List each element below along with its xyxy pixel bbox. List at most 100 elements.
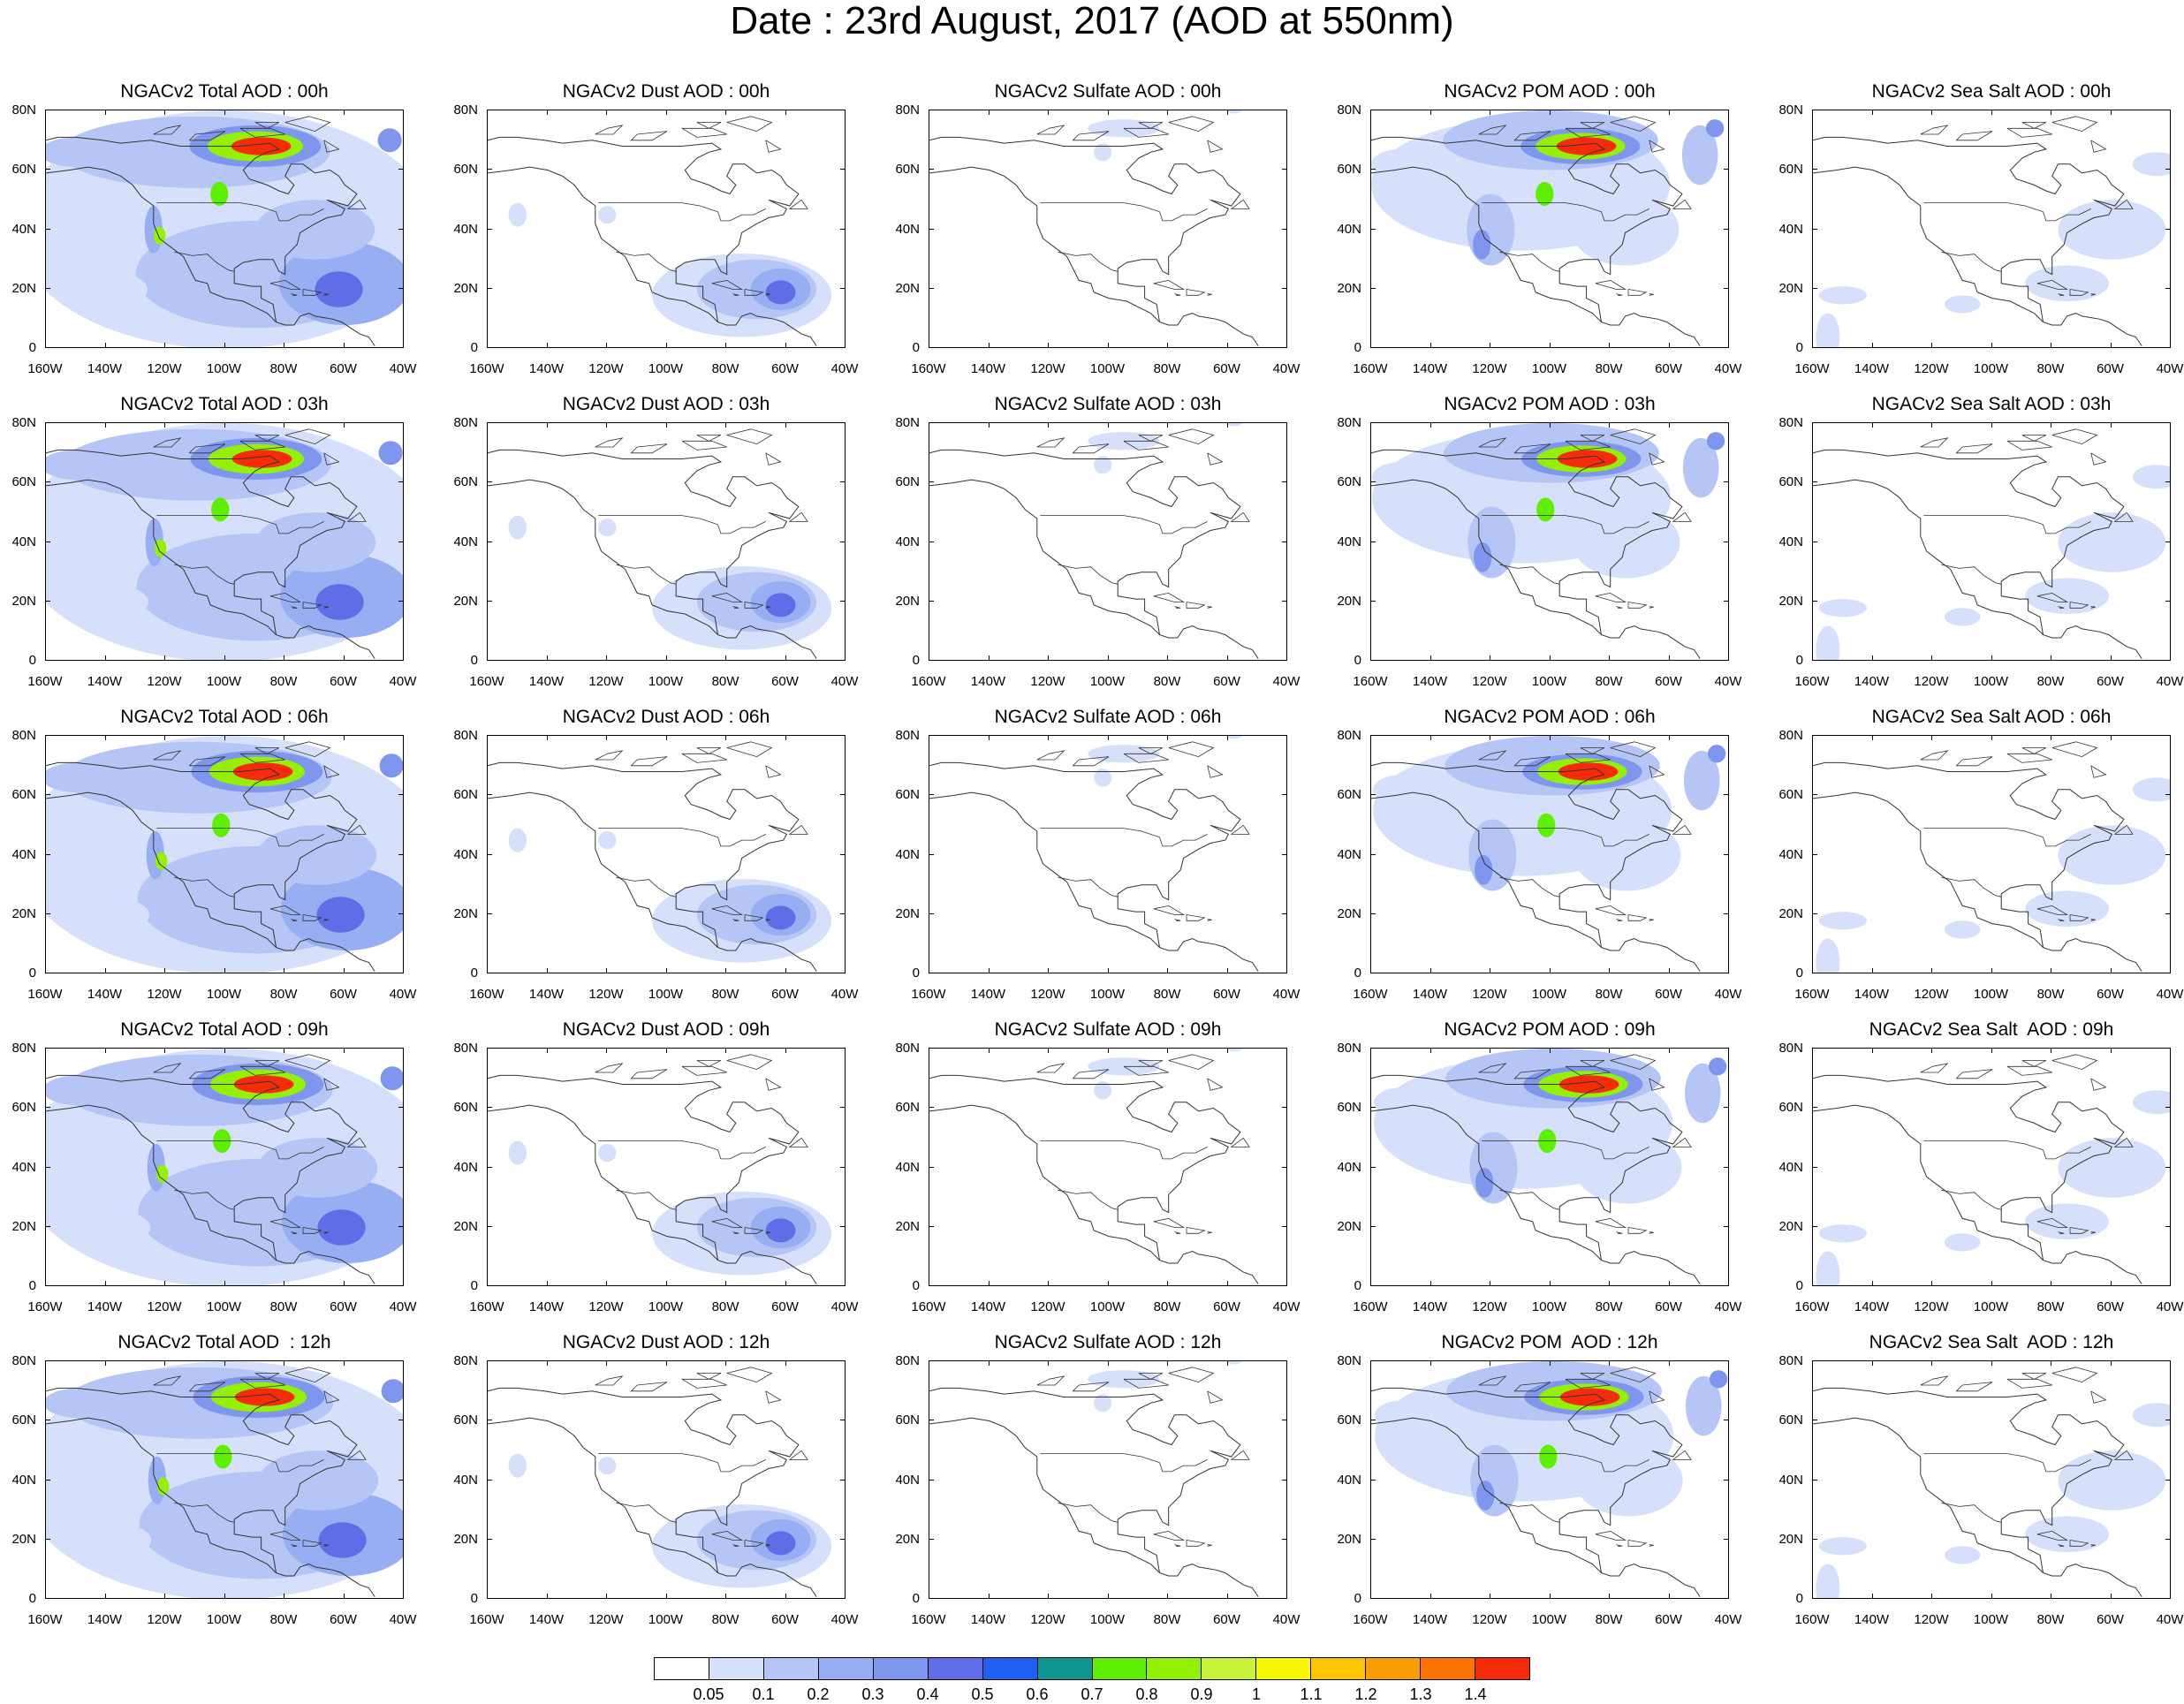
y-tick-mark bbox=[2165, 735, 2171, 736]
island-outline bbox=[1230, 511, 1250, 522]
aod-field-patch bbox=[1467, 193, 1515, 266]
aod-field-patch bbox=[155, 852, 168, 870]
y-tick-label: 80N bbox=[11, 102, 36, 117]
x-tick-mark bbox=[1370, 735, 1371, 740]
x-tick-mark bbox=[1048, 1048, 1049, 1053]
y-tick-label: 0 bbox=[1795, 653, 1803, 668]
y-tick-label: 0 bbox=[470, 966, 478, 981]
aod-field-patch bbox=[318, 1522, 367, 1558]
aod-field-patch bbox=[377, 128, 402, 153]
y-tick-label: 80N bbox=[453, 415, 478, 430]
x-tick-label: 140W bbox=[1412, 987, 1448, 1002]
y-tick-mark bbox=[1370, 1538, 1376, 1540]
island-outline bbox=[1595, 905, 1627, 915]
x-tick-mark bbox=[1226, 1048, 1228, 1053]
x-tick-label: 40W bbox=[1272, 987, 1301, 1002]
aod-field-patch bbox=[1225, 1049, 1244, 1052]
island-outline bbox=[2113, 824, 2134, 835]
y-tick-label: 20N bbox=[895, 1218, 920, 1234]
country-border bbox=[1941, 564, 2002, 585]
island-outline bbox=[302, 914, 322, 921]
y-tick-label: 20N bbox=[11, 593, 36, 609]
x-tick-mark bbox=[1370, 968, 1371, 973]
x-tick-mark bbox=[1812, 655, 1813, 661]
country-border bbox=[174, 564, 235, 585]
x-tick-label: 60W bbox=[330, 361, 357, 376]
island-outline bbox=[1580, 1373, 1605, 1380]
island-outline bbox=[681, 753, 727, 763]
panel-title: NGACv2 Dust AOD : 09h bbox=[562, 1019, 770, 1040]
x-tick-mark bbox=[1991, 735, 1992, 740]
x-tick-label: 140W bbox=[1854, 1612, 1890, 1627]
aod-field-patch bbox=[1537, 813, 1556, 837]
x-tick-label: 60W bbox=[2097, 1299, 2124, 1314]
country-border bbox=[174, 1502, 235, 1523]
y-tick-mark bbox=[45, 1479, 50, 1481]
x-tick-label: 60W bbox=[771, 674, 799, 689]
x-tick-mark bbox=[1931, 422, 1932, 428]
x-tick-label: 100W bbox=[206, 1612, 242, 1627]
y-tick-label: 60N bbox=[453, 474, 478, 490]
x-tick-mark bbox=[343, 968, 345, 973]
y-tick-mark bbox=[487, 541, 492, 542]
x-tick-label: 60W bbox=[1655, 1299, 1682, 1314]
y-tick-mark bbox=[929, 422, 934, 423]
y-tick-mark bbox=[1282, 422, 1287, 423]
island-outline bbox=[2090, 919, 2096, 921]
map-svg bbox=[1371, 110, 1725, 346]
x-tick-mark bbox=[343, 110, 345, 115]
x-tick-mark bbox=[1549, 1048, 1551, 1053]
y-tick-mark bbox=[487, 1166, 492, 1168]
y-tick-mark bbox=[2165, 1225, 2171, 1227]
y-tick-mark bbox=[1282, 228, 1287, 230]
y-tick-mark bbox=[1282, 1166, 1287, 1168]
y-tick-mark bbox=[1812, 1360, 1817, 1361]
aod-field-patch bbox=[1094, 1081, 1112, 1100]
y-tick-mark bbox=[1282, 1048, 1287, 1049]
island-outline bbox=[630, 1382, 668, 1392]
y-tick-mark bbox=[840, 1166, 846, 1168]
x-tick-mark bbox=[1286, 968, 1287, 973]
y-tick-mark bbox=[1724, 1360, 1729, 1361]
aod-field-patch bbox=[233, 1075, 294, 1094]
y-tick-label: 0 bbox=[1354, 1278, 1361, 1293]
colorbar-label: 0.6 bbox=[1026, 1685, 1049, 1703]
y-tick-mark bbox=[1812, 735, 1817, 736]
island-outline bbox=[2036, 592, 2069, 602]
y-tick-mark bbox=[1282, 1360, 1287, 1361]
map-panel: NGACv2 Sulfate AOD : 06h 80N 60N 40N 20N 0 160… bbox=[886, 703, 1328, 1003]
x-tick-mark bbox=[1107, 968, 1109, 973]
y-tick-label: 40N bbox=[1778, 1472, 1803, 1488]
aod-field-patch bbox=[1225, 110, 1244, 114]
aod-field-patch bbox=[1574, 1444, 1683, 1517]
aod-field-patch bbox=[1476, 1481, 1495, 1511]
x-tick-mark bbox=[1286, 110, 1287, 115]
coastline bbox=[1371, 1387, 1683, 1573]
x-tick-mark bbox=[1107, 343, 1109, 348]
island-outline bbox=[630, 1069, 668, 1079]
x-tick-label: 80W bbox=[711, 1612, 739, 1627]
x-tick-label: 60W bbox=[1213, 1612, 1240, 1627]
x-tick-mark bbox=[1226, 735, 1228, 740]
y-tick-label: 40N bbox=[453, 534, 478, 549]
coastline bbox=[1371, 166, 1701, 346]
colorbar-label: 0.8 bbox=[1135, 1685, 1158, 1703]
x-tick-mark bbox=[1812, 343, 1813, 348]
x-tick-mark bbox=[224, 968, 225, 973]
island-outline bbox=[1174, 293, 1181, 296]
coastline bbox=[46, 761, 358, 948]
panel-title: NGACv2 Sulfate AOD : 12h bbox=[994, 1332, 1222, 1352]
colorbar-swatch bbox=[982, 1658, 1038, 1679]
x-tick-mark bbox=[2170, 1281, 2171, 1286]
aod-field-patch bbox=[214, 1444, 232, 1469]
x-tick-mark bbox=[988, 422, 990, 428]
island-outline bbox=[788, 1137, 808, 1147]
island-outline bbox=[1123, 127, 1169, 138]
aod-field-patch bbox=[1225, 736, 1244, 739]
x-tick-mark bbox=[164, 1281, 165, 1286]
y-tick-label: 0 bbox=[1354, 340, 1361, 355]
x-tick-mark bbox=[1931, 968, 1932, 973]
x-tick-label: 120W bbox=[588, 987, 624, 1002]
y-tick-mark bbox=[398, 287, 404, 289]
island-outline bbox=[788, 511, 808, 522]
